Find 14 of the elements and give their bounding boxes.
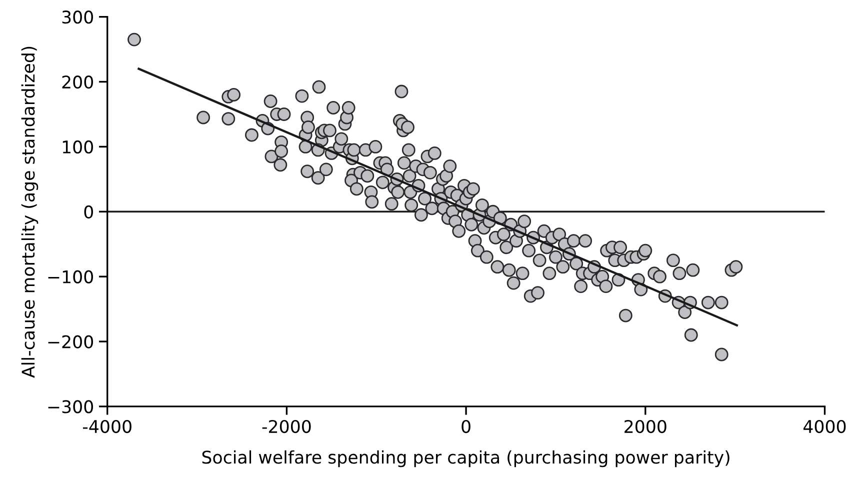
x-axis-title: Social welfare spending per capita (purchasing power parity) <box>202 450 730 468</box>
x-tick-label: 2000 <box>624 420 666 434</box>
y-tick-label: 200 <box>62 75 94 89</box>
x-tick-label: 4000 <box>803 420 846 434</box>
x-tick-label: -4000 <box>82 420 132 434</box>
x-tick-label: 0 <box>462 420 470 434</box>
x-tick-label: -2000 <box>262 420 311 434</box>
y-tick-label: −300 <box>48 400 94 414</box>
y-axis-title: All-cause mortality (age standardized) <box>21 46 38 378</box>
y-tick-label: 0 <box>84 205 94 218</box>
y-tick-label: 100 <box>62 140 94 154</box>
y-tick-label: −100 <box>48 270 94 284</box>
y-tick-label: −200 <box>48 335 94 348</box>
y-tick-label: 300 <box>62 10 94 24</box>
